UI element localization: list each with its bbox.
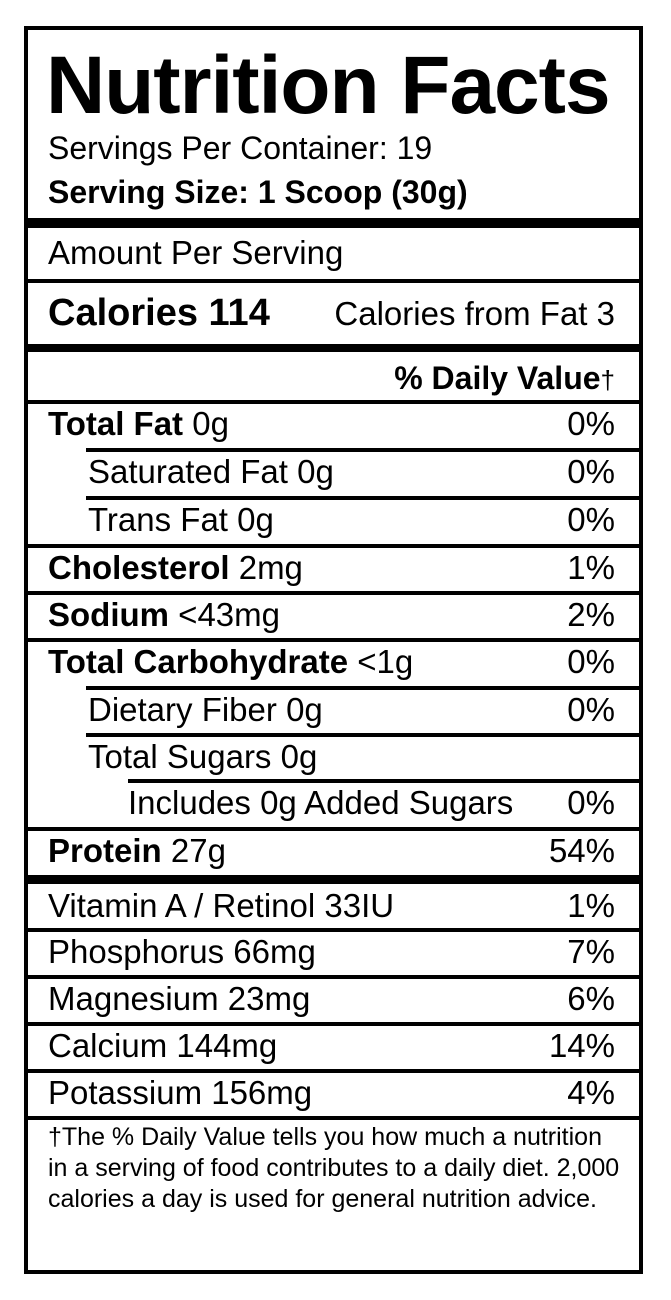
nutrient-dv: 0%	[567, 643, 615, 680]
divider	[28, 279, 639, 283]
vitamin-row-potassium: Potassium 156mg	[48, 1074, 313, 1111]
divider	[86, 496, 639, 500]
nutrient-row-added-sugars: Includes 0g Added Sugars	[128, 784, 514, 821]
divider	[28, 827, 639, 831]
vitamin-dv: 14%	[548, 1027, 615, 1064]
nutrient-amount: 0g	[192, 405, 229, 442]
nutrient-name: Trans Fat	[88, 501, 228, 538]
divider	[28, 544, 639, 548]
nutrient-name: Sodium	[48, 596, 169, 633]
nutrient-row-cholesterol: Cholesterol 2mg	[48, 548, 303, 588]
vitamin-dv: 7%	[567, 933, 615, 970]
dagger-symbol: †	[600, 365, 615, 395]
divider	[86, 686, 639, 690]
divider	[86, 733, 639, 737]
nutrient-name: Cholesterol	[48, 549, 230, 586]
nutrient-amount: <43mg	[178, 596, 280, 633]
divider	[28, 1069, 639, 1073]
vitamin-dv: 6%	[567, 980, 615, 1017]
nutrient-row-total-fat: Total Fat 0g	[48, 404, 229, 444]
divider	[86, 448, 639, 452]
nutrient-row-sodium: Sodium <43mg	[48, 595, 280, 635]
calories-from-fat: Calories from Fat 3	[334, 295, 615, 332]
nutrient-row-dietary-fiber: Dietary Fiber 0g	[88, 690, 323, 730]
daily-value-header: % Daily Value†	[394, 358, 615, 400]
divider	[28, 400, 639, 404]
nutrient-amount: 0g	[286, 691, 323, 728]
thick-divider	[28, 875, 639, 884]
divider	[28, 975, 639, 979]
nutrient-name: Total Carbohydrate	[48, 643, 349, 680]
serving-size: Serving Size: 1 Scoop (30g)	[48, 174, 468, 210]
nutrient-row-total-sugars: Total Sugars 0g	[88, 737, 317, 777]
nutrient-dv: 1%	[567, 549, 615, 586]
vitamin-row-phosphorus: Phosphorus 66mg	[48, 933, 316, 970]
nutrient-dv: 0%	[567, 501, 615, 538]
divider	[28, 928, 639, 932]
nutrient-row-saturated-fat: Saturated Fat 0g	[88, 452, 334, 492]
vitamin-row-calcium: Calcium 144mg	[48, 1027, 278, 1064]
divider	[128, 779, 639, 783]
thick-divider	[28, 218, 639, 228]
divider	[28, 638, 639, 642]
nutrient-row-protein: Protein 27g	[48, 831, 226, 871]
daily-value-footnote: †The % Daily Value tells you how much a …	[48, 1123, 620, 1213]
nutrient-amount: 0g	[237, 501, 274, 538]
divider	[28, 1022, 639, 1026]
nutrient-amount: <1g	[357, 643, 414, 680]
nutrient-dv: 0%	[567, 405, 615, 442]
nutrient-dv: 0%	[567, 691, 615, 728]
nutrient-dv: 0%	[567, 784, 615, 821]
nutrient-name: Total Fat	[48, 405, 184, 442]
nutrient-amount: 27g	[170, 832, 226, 869]
label-title: Nutrition Facts	[46, 40, 611, 131]
nutrient-name: Saturated Fat	[88, 453, 288, 490]
nutrient-row-total-carbohydrate: Total Carbohydrate <1g	[48, 642, 413, 682]
calories-row: Calories 114	[48, 290, 270, 344]
nutrient-name: Total Sugars	[88, 738, 272, 775]
nutrient-row-trans-fat: Trans Fat 0g	[88, 500, 274, 540]
divider	[28, 1116, 639, 1120]
nutrient-amount: 0g	[297, 453, 334, 490]
amount-per-serving: Amount Per Serving	[48, 234, 344, 271]
vitamin-row-magnesium: Magnesium 23mg	[48, 980, 311, 1017]
nutrient-amount: 0g	[280, 738, 318, 775]
nutrition-facts-label: Nutrition Facts Servings Per Container: …	[24, 26, 643, 1274]
vitamin-dv: 1%	[567, 887, 615, 924]
nutrient-amount: 2mg	[238, 549, 303, 586]
nutrient-dv: 0%	[567, 453, 615, 490]
vitamin-row-vitamin-a: Vitamin A / Retinol 33IU	[48, 887, 395, 924]
divider	[28, 591, 639, 595]
thick-divider	[28, 344, 639, 352]
vitamin-dv: 4%	[567, 1074, 615, 1111]
nutrient-name: Dietary Fiber	[88, 691, 277, 728]
calories-value: Calories 114	[48, 292, 270, 334]
daily-value-label: % Daily Value	[394, 360, 601, 396]
nutrient-dv: 54%	[548, 832, 615, 869]
nutrient-dv: 2%	[567, 596, 615, 633]
nutrient-name: Protein	[48, 832, 162, 869]
servings-per-container: Servings Per Container: 19	[48, 130, 433, 166]
